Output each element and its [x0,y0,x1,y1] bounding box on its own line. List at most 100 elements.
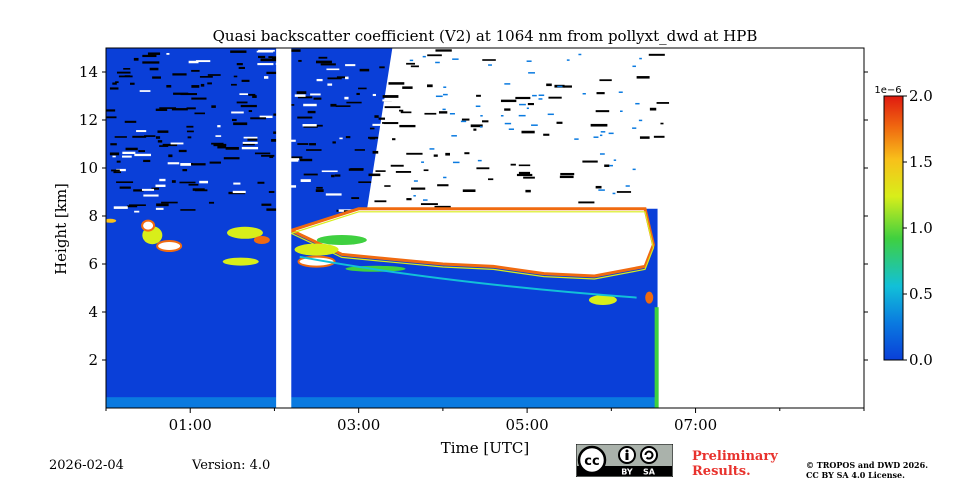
noise-streak [437,184,449,187]
noise-fleck [413,180,418,182]
noise-streak [476,167,490,170]
noise-fleck [429,148,435,150]
noise-streak [470,124,483,128]
preliminary-line-1: Preliminary [692,449,778,464]
noise-streak [155,184,166,187]
aerosol-feature [588,295,617,305]
noise-streak [379,66,385,69]
noise-streak [345,76,349,80]
noise-streak [297,116,313,119]
noise-fleck [531,124,538,126]
x-axis-label: Time [UTC] [441,439,530,457]
noise-streak [194,112,206,115]
noise-streak [254,152,271,155]
noise-streak [288,158,300,161]
noise-fleck [443,86,447,88]
noise-streak [563,85,572,88]
noise-streak [167,162,180,165]
aerosol-feature [141,219,156,232]
noise-streak [660,122,664,125]
noise-fleck [443,93,448,96]
noise-streak [291,156,303,159]
copyright-notice: © TROPOS and DWD 2026. CC BY SA 4.0 Lice… [806,460,956,480]
noise-streak [156,203,169,207]
noise-streak [438,111,448,114]
noise-streak [152,76,161,79]
noise-streak [272,56,278,59]
noise-streak [653,135,665,138]
noise-streak [378,117,386,120]
noise-streak [476,94,481,97]
noise-streak [139,90,151,92]
noise-streak [325,193,342,196]
noise-fleck [625,185,630,187]
noise-streak [375,194,390,197]
noise-streak [368,173,381,177]
noise-fleck [547,113,554,116]
noise-streak [116,168,126,172]
noise-streak [462,189,476,193]
noise-streak [191,97,207,100]
noise-fleck [578,53,582,56]
noise-streak [578,201,595,204]
noise-streak [257,63,274,66]
noise-streak [159,107,177,109]
noise-streak [157,140,163,143]
badge-sa-label: SA [643,468,656,477]
noise-streak [248,93,256,96]
y-tick-label: 2 [88,351,98,369]
noise-streak [273,131,278,134]
noise-streak [303,125,318,128]
noise-fleck [526,107,529,110]
noise-fleck [593,136,599,138]
cc-license-badge[interactable]: cc BY SA [576,444,673,477]
noise-streak [339,137,343,140]
data-end-edge [654,307,659,408]
noise-fleck [449,113,455,115]
copyright-line-2: CC BY SA 4.0 License. [806,470,905,480]
noise-fleck [477,159,482,162]
noise-fleck [632,127,637,129]
noise-streak [406,62,416,65]
noise-streak [188,60,199,64]
noise-streak [115,81,119,84]
noise-streak [215,135,222,137]
noise-streak [136,130,147,133]
noise-fleck [638,119,643,122]
noise-streak [171,108,188,111]
noise-streak [382,95,399,98]
noise-streak [386,86,401,89]
noise-streak [392,138,396,141]
noise-streak [112,155,116,158]
noise-streak [122,155,132,158]
noise-streak [240,104,257,108]
y-tick-label: 10 [79,159,98,177]
noise-streak [372,123,384,126]
noise-streak [213,143,227,147]
noise-streak [106,116,117,119]
noise-streak [510,163,516,166]
noise-streak [344,96,349,100]
noise-streak [518,164,531,167]
noise-streak [211,105,216,108]
noise-streak [147,52,161,55]
noise-streak [192,188,205,191]
footer-version: Version: 4.0 [192,458,271,473]
noise-streak [238,66,245,69]
aerosol-layer [299,255,637,299]
noise-streak [111,169,120,172]
noise-streak [327,83,333,86]
noise-fleck [480,115,483,117]
noise-streaks [106,49,670,213]
boundary-layer [106,397,658,408]
noise-streak [263,76,269,79]
noise-streak [113,171,122,174]
badge-by-label: BY [621,468,633,477]
noise-streak [548,96,562,99]
noise-fleck [532,94,537,97]
noise-streak [543,133,550,136]
noise-streak [356,92,360,96]
noise-streak [124,120,137,123]
noise-streak [424,112,437,115]
noise-streak [358,181,372,184]
